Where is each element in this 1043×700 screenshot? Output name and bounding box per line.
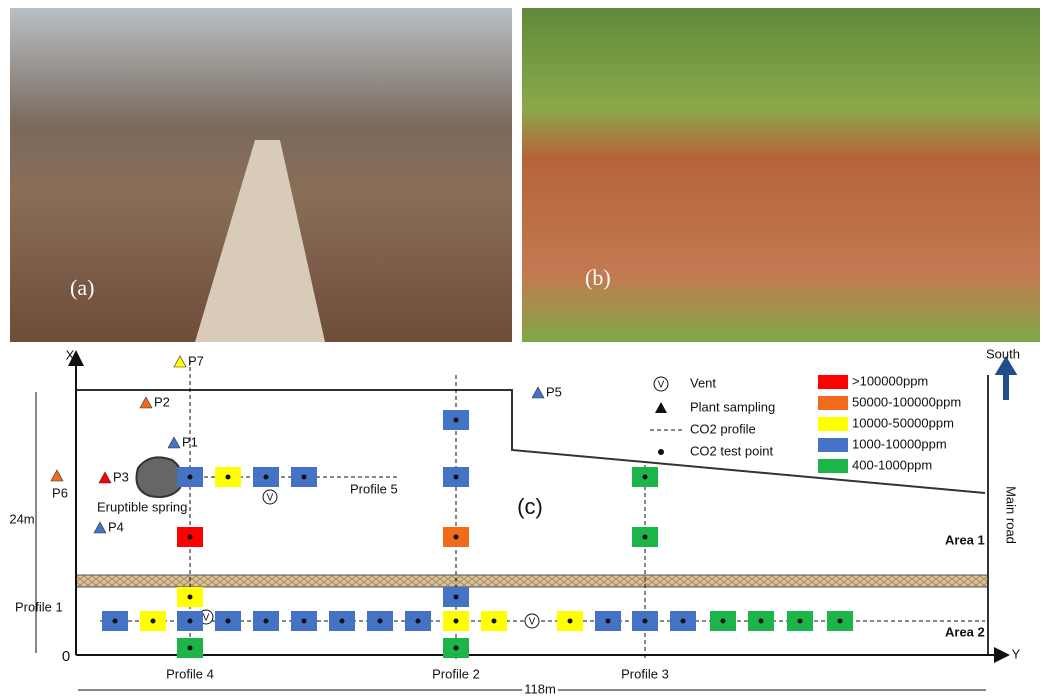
label: Profile 1 [15,599,63,614]
point-dot [264,619,269,624]
point-dot [643,619,648,624]
label: P2 [154,394,170,409]
point-dot [264,475,269,480]
label: >100000ppm [852,373,928,388]
point-dot [188,646,193,651]
point-dot [340,619,345,624]
point-dot [226,619,231,624]
label: P6 [52,485,68,500]
point-dot [226,475,231,480]
label: 24m [9,511,34,526]
point-dot [798,619,803,624]
label: P7 [188,353,204,368]
plant-point [99,472,111,483]
label: P3 [113,469,129,484]
point-dot [454,475,459,480]
point-dot [721,619,726,624]
label: South [986,346,1020,361]
plant-point [51,470,63,481]
label: (c) [517,494,543,519]
label: X [66,347,75,362]
point-dot [302,475,307,480]
label: Main road [1004,486,1019,544]
point-dot [454,418,459,423]
arrow [1000,362,1012,400]
plant-point [94,522,106,533]
point-dot [492,619,497,624]
vent-mark: V [267,493,274,504]
label: 10000-50000ppm [852,415,954,430]
point-dot [113,619,118,624]
label: Area 1 [945,532,985,547]
point-dot [568,619,573,624]
point-dot [454,646,459,651]
plant-point [174,356,186,367]
label: CO2 profile [690,421,756,436]
road-band [76,575,988,587]
legend-swatch [818,375,848,389]
label: Eruptible spring [97,499,187,514]
triangle [655,402,667,413]
point-dot [681,619,686,624]
spring [137,457,182,497]
label: P5 [546,384,562,399]
label: Profile 2 [432,666,480,681]
vent-mark: V [658,380,665,391]
point-dot [302,619,307,624]
boundary [76,390,985,493]
label: Vent [690,375,716,390]
point-dot [643,475,648,480]
plant-point [140,397,152,408]
point-dot [188,475,193,480]
label: P1 [182,434,198,449]
point-dot [454,595,459,600]
plant-point [532,387,544,398]
label: Plant sampling [690,399,775,414]
point-dot [188,595,193,600]
point-dot [188,535,193,540]
label: Y [1012,646,1021,661]
point-dot [759,619,764,624]
label: 0 [62,648,70,665]
label: 50000-100000ppm [852,394,961,409]
label: 400-1000ppm [852,457,932,472]
photo-b [522,8,1040,342]
point-dot [416,619,421,624]
plant-point [168,437,180,448]
vent-mark: V [203,613,210,624]
label: Profile 3 [621,666,669,681]
label: Profile 4 [166,666,214,681]
point-dot [838,619,843,624]
label: 1000-10000ppm [852,436,947,451]
point-dot [606,619,611,624]
legend-swatch [818,396,848,410]
dot [658,449,664,455]
point-dot [454,535,459,540]
label: Profile 5 [350,481,398,496]
point-dot [188,619,193,624]
point-dot [378,619,383,624]
point-dot [643,535,648,540]
legend-swatch [818,417,848,431]
label: 118m [524,681,556,696]
label: P4 [108,519,124,534]
photo-label: (a) [70,275,94,300]
vent-mark: V [529,617,536,628]
label: Area 2 [945,624,985,639]
figure: (a) (b) X 0 Y 24m 118m South Main road Eruptibl… [0,0,1043,700]
legend-swatch [818,459,848,473]
point-dot [151,619,156,624]
point-dot [454,619,459,624]
legend-swatch [818,438,848,452]
photo-label: (b) [585,265,611,290]
label: CO2 test point [690,443,773,458]
